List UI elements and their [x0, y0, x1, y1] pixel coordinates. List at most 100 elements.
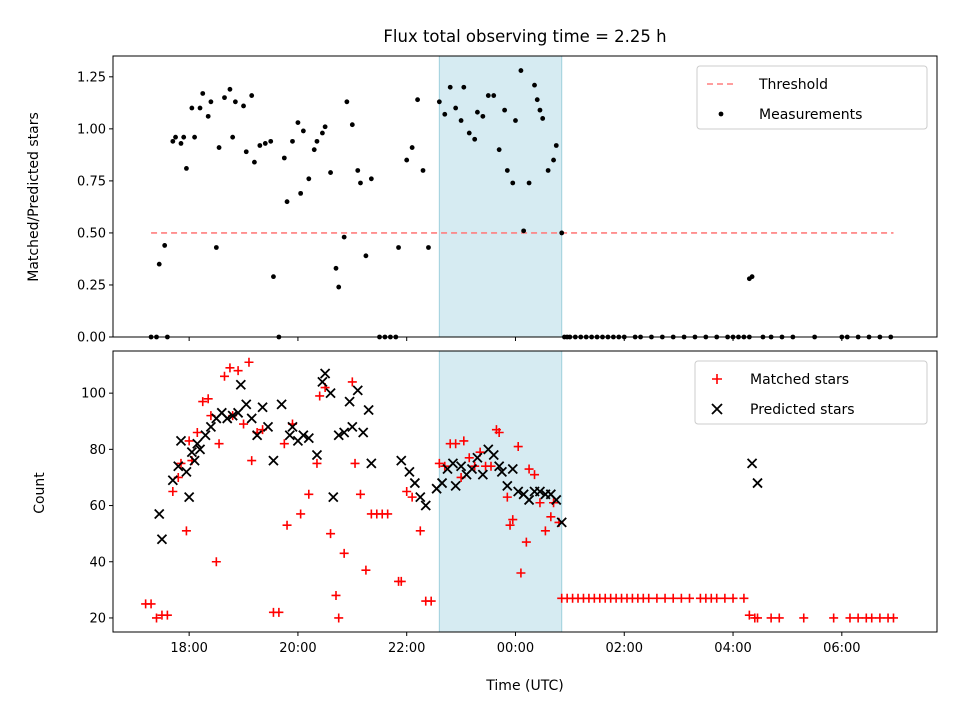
matched-stars-point — [396, 576, 406, 586]
measurement-point — [534, 97, 540, 103]
measurement-point — [268, 138, 274, 144]
measurement-point — [333, 265, 339, 271]
matched-stars-point — [361, 565, 371, 575]
matched-stars-point — [219, 371, 229, 381]
matched-stars-point — [331, 590, 341, 600]
matched-stars-point — [181, 526, 191, 536]
measurement-point — [458, 118, 464, 123]
measurement-point — [262, 141, 268, 146]
y-tick-label: 80 — [89, 443, 106, 458]
predicted-stars-point — [241, 399, 252, 410]
measurement-point — [192, 134, 197, 140]
measurement-point — [368, 176, 374, 182]
predicted-stars-point — [333, 430, 344, 441]
matched-stars-point — [415, 526, 425, 536]
axes-frame — [112, 55, 938, 338]
predicted-stars-point — [251, 430, 263, 441]
matched-stars-point — [162, 610, 172, 620]
matched-stars-point — [464, 453, 474, 463]
x-tick-label: 02:00 — [606, 641, 643, 656]
measurement-point — [513, 118, 518, 123]
predicted-stars-point — [154, 508, 165, 520]
measurement-point — [290, 138, 295, 144]
y-tick-label: 0.00 — [77, 331, 106, 346]
measurement-point — [551, 157, 556, 163]
predicted-stars-point — [746, 458, 758, 469]
x-tick-label: 06:00 — [823, 641, 860, 656]
measurement-point — [311, 147, 317, 153]
measurement-point — [319, 130, 325, 136]
x-tick-label: 04:00 — [714, 641, 751, 656]
predicted-stars-point — [319, 368, 331, 379]
measurement-point — [314, 138, 320, 144]
predicted-stars-point — [200, 430, 211, 441]
predicted-stars-point — [450, 480, 461, 492]
measurement-point — [475, 109, 480, 115]
predicted-stars-point — [507, 463, 518, 475]
predicted-stars-point — [246, 413, 257, 424]
matched-stars-point — [508, 515, 518, 525]
legend: Matched stars Predicted stars — [694, 360, 928, 425]
matched-stars-point — [350, 458, 360, 468]
matched-stars-point — [853, 613, 863, 623]
measurement-point — [447, 84, 453, 90]
matched-stars-point — [753, 613, 763, 623]
measurement-point — [349, 122, 355, 128]
measurement-point — [480, 113, 486, 119]
matched-stars-point — [516, 568, 526, 578]
y-tick-label: 1.00 — [77, 122, 106, 137]
measurement-point — [526, 180, 532, 186]
matched-stars-point — [214, 439, 224, 449]
measurement-point — [415, 97, 420, 103]
measurement-point — [300, 128, 306, 134]
predicted-stars-point — [494, 461, 505, 472]
measurement-point — [502, 107, 508, 113]
measurement-point — [328, 170, 333, 175]
measurement-point — [504, 168, 510, 173]
predicted-stars-point — [358, 427, 369, 438]
measurement-point — [298, 190, 304, 196]
measurement-point — [466, 130, 472, 136]
measurement-point — [249, 93, 255, 98]
predicted-stars-point — [347, 421, 358, 433]
predicted-stars-point — [194, 444, 206, 455]
matched-stars-point — [524, 464, 534, 474]
matched-stars-point — [203, 394, 213, 404]
legend-measurements-swatch — [718, 111, 724, 117]
predicted-stars-point — [325, 388, 336, 399]
x-tick-label: 00:00 — [497, 641, 534, 656]
matched-stars-point — [168, 487, 178, 496]
measurement-point — [363, 253, 369, 259]
measurement-point — [453, 105, 459, 111]
matched-stars-point — [644, 593, 654, 603]
legend-label: Matched stars — [750, 372, 849, 388]
matched-stars-point — [829, 613, 839, 623]
legend-label: Predicted stars — [750, 402, 855, 418]
measurement-point — [284, 199, 290, 205]
predicted-stars-point — [222, 413, 233, 424]
predicted-stars-point — [175, 435, 187, 447]
matched-stars-point — [383, 509, 393, 519]
matched-stars-point — [676, 593, 686, 603]
matched-stars-point — [728, 593, 738, 603]
measurement-point — [216, 145, 222, 150]
measurement-point — [252, 159, 257, 165]
measurement-point — [197, 105, 203, 111]
matched-stars-point — [152, 613, 162, 623]
legend-box — [694, 360, 928, 425]
predicted-stars-point — [298, 430, 309, 441]
predicted-stars-point — [496, 466, 508, 477]
matched-stars-point — [247, 456, 257, 466]
predicted-stars-point — [366, 458, 377, 469]
predicted-stars-point — [205, 421, 217, 433]
measurement-point — [358, 180, 363, 186]
matched-stars-point — [355, 489, 365, 499]
y-tick-label: 1.25 — [77, 70, 106, 85]
measurement-point — [162, 243, 168, 248]
matched-stars-point — [233, 366, 243, 376]
measurement-point — [510, 180, 516, 186]
y-tick-label: 40 — [89, 555, 106, 570]
matched-stars-point — [459, 436, 469, 446]
matched-stars-point — [434, 458, 444, 468]
